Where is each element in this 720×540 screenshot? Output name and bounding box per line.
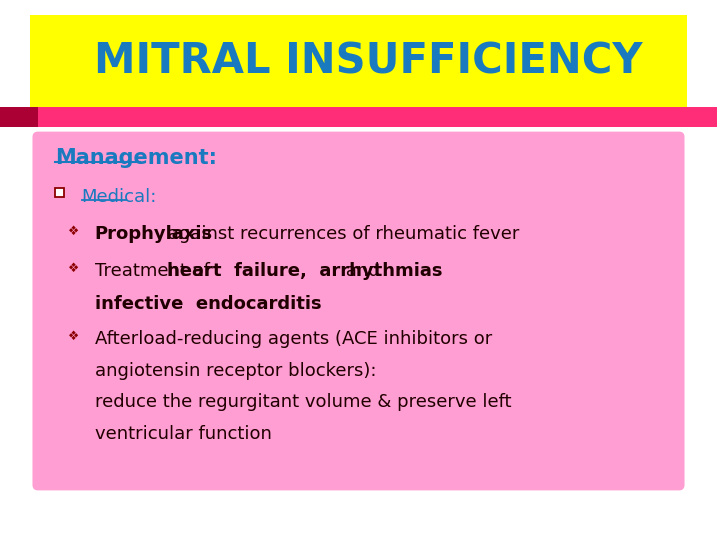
Text: angiotensin receptor blockers):: angiotensin receptor blockers): <box>94 362 376 380</box>
Text: reduce the regurgitant volume & preserve left: reduce the regurgitant volume & preserve… <box>94 393 511 411</box>
Bar <box>55 188 64 197</box>
Text: Management:: Management: <box>55 148 217 168</box>
Bar <box>0 107 38 127</box>
Text: ❖: ❖ <box>68 262 79 275</box>
Text: ❖: ❖ <box>68 225 79 238</box>
Text: heart  failure,  arrhythmias: heart failure, arrhythmias <box>167 262 443 280</box>
Text: against recurrences of rheumatic fever: against recurrences of rheumatic fever <box>162 225 520 243</box>
Text: ventricular function: ventricular function <box>94 425 271 443</box>
Text: MITRAL INSUFFICIENCY: MITRAL INSUFFICIENCY <box>94 41 643 83</box>
Text: Treatment of: Treatment of <box>94 262 215 280</box>
Text: Afterload-reducing agents (ACE inhibitors or: Afterload-reducing agents (ACE inhibitor… <box>94 330 492 348</box>
Text: Prophylaxis: Prophylaxis <box>94 225 212 243</box>
Text: and: and <box>340 262 379 280</box>
FancyBboxPatch shape <box>34 133 683 489</box>
Text: ❖: ❖ <box>68 330 79 343</box>
Bar <box>30 15 687 110</box>
Text: Medical:: Medical: <box>81 188 157 206</box>
Text: infective  endocarditis: infective endocarditis <box>94 295 321 313</box>
Bar <box>0 107 717 127</box>
